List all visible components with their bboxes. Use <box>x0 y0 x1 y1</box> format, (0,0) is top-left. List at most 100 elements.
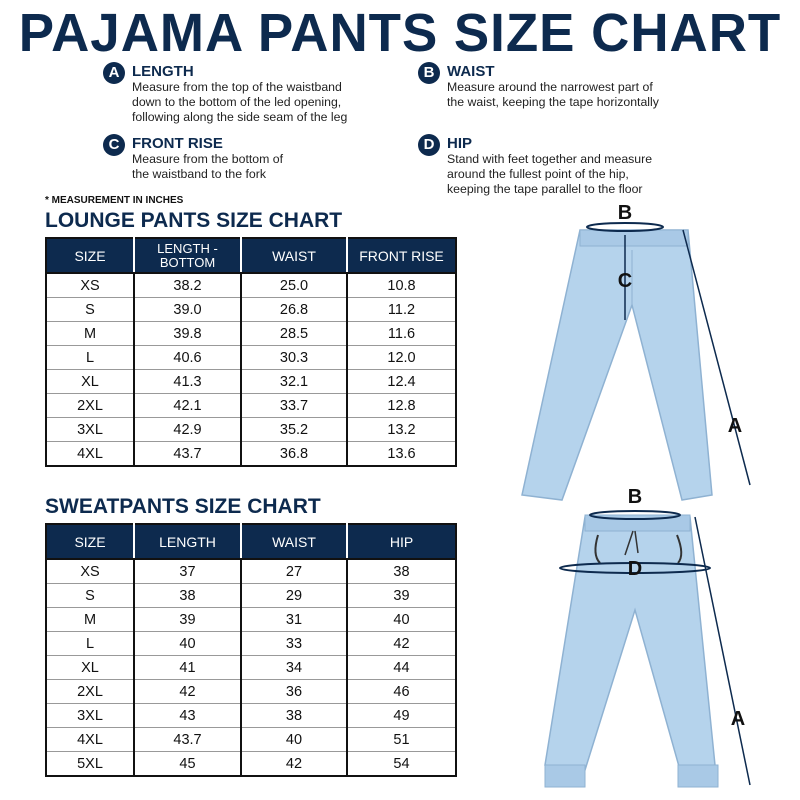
table-cell: 49 <box>346 703 457 728</box>
table-row: XS 38.2 25.0 10.8 <box>45 272 457 298</box>
table-cell: 46 <box>346 679 457 704</box>
table-row: XS 37 27 38 <box>45 558 457 584</box>
sweatpants-size-table: SIZE LENGTH WAIST HIP XS 37 27 38 S 38 29 39 M 39 31 40… <box>45 523 457 777</box>
table-cell: 36.8 <box>240 441 348 467</box>
measure-desc: Measure from the bottom of the waistband… <box>132 152 284 181</box>
hip-tape-line <box>559 562 711 574</box>
table-cell: 40 <box>346 607 457 632</box>
table-cell: 40 <box>240 727 348 752</box>
table-cell: XL <box>45 369 135 394</box>
table-cell: 29 <box>240 583 348 608</box>
length-arrow <box>694 516 751 786</box>
table-cell: 38 <box>240 703 348 728</box>
table-cell: 54 <box>346 751 457 777</box>
units-note: * MEASUREMENT IN INCHES <box>45 195 184 206</box>
table-cell: 30.3 <box>240 345 348 370</box>
label-a: A <box>731 708 745 730</box>
label-b: B <box>618 202 632 224</box>
column-header: WAIST <box>240 237 348 274</box>
table-cell: 33 <box>240 631 348 656</box>
table-row: 3XL 42.9 35.2 13.2 <box>45 417 457 442</box>
table-cell: 41.3 <box>133 369 242 394</box>
table-row: XL 41.3 32.1 12.4 <box>45 369 457 394</box>
table-cell: 26.8 <box>240 297 348 322</box>
table-cell: XS <box>45 558 135 584</box>
column-header: LENGTH <box>133 523 242 560</box>
table-cell: 40.6 <box>133 345 242 370</box>
table-row: 2XL 42.1 33.7 12.8 <box>45 393 457 418</box>
length-arrow <box>682 229 751 486</box>
table-cell: 3XL <box>45 703 135 728</box>
table-row: S 39.0 26.8 11.2 <box>45 297 457 322</box>
table-cell: 43.7 <box>133 727 242 752</box>
table-row: 4XL 43.7 40 51 <box>45 727 457 752</box>
table-cell: 51 <box>346 727 457 752</box>
table-header-row: SIZE LENGTH - BOTTOM WAIST FRONT RISE <box>45 237 457 274</box>
measure-title: FRONT RISE <box>132 135 223 152</box>
table-cell: 38 <box>133 583 242 608</box>
table-cell: M <box>45 321 135 346</box>
table-cell: 3XL <box>45 417 135 442</box>
pants-diagram: B C A B D A <box>521 202 751 788</box>
table-row: L 40.6 30.3 12.0 <box>45 345 457 370</box>
table-cell: 10.8 <box>346 272 457 298</box>
column-header: SIZE <box>45 523 135 560</box>
table-cell: L <box>45 631 135 656</box>
measure-desc: Stand with feet together and measure aro… <box>447 152 653 196</box>
table-cell: 4XL <box>45 727 135 752</box>
table-row: 5XL 45 42 54 <box>45 751 457 777</box>
table-row: M 39.8 28.5 11.6 <box>45 321 457 346</box>
measure-title: WAIST <box>447 63 495 80</box>
table-cell: 35.2 <box>240 417 348 442</box>
lounge-pants-illustration <box>521 229 713 501</box>
table-cell: 37 <box>133 558 242 584</box>
table-row: 2XL 42 36 46 <box>45 679 457 704</box>
table-cell: 2XL <box>45 679 135 704</box>
table-cell: 4XL <box>45 441 135 467</box>
column-header: SIZE <box>45 237 135 274</box>
label-d: D <box>628 558 642 580</box>
table-cell: 12.8 <box>346 393 457 418</box>
table-cell: 12.0 <box>346 345 457 370</box>
table-cell: 33.7 <box>240 393 348 418</box>
table-cell: 41 <box>133 655 242 680</box>
table-cell: L <box>45 345 135 370</box>
table-row: 4XL 43.7 36.8 13.6 <box>45 441 457 467</box>
table-cell: 36 <box>240 679 348 704</box>
table-cell: 42.9 <box>133 417 242 442</box>
table-cell: 2XL <box>45 393 135 418</box>
table-row: 3XL 43 38 49 <box>45 703 457 728</box>
table-cell: 38 <box>346 558 457 584</box>
table-cell: M <box>45 607 135 632</box>
table-row: L 40 33 42 <box>45 631 457 656</box>
lounge-section-title: LOUNGE PANTS SIZE CHART <box>45 209 343 232</box>
table-cell: 39.0 <box>133 297 242 322</box>
table-cell: 12.4 <box>346 369 457 394</box>
measure-title: LENGTH <box>132 63 194 80</box>
table-cell: 27 <box>240 558 348 584</box>
measure-desc: Measure around the narrowest part of the… <box>447 80 659 109</box>
table-cell: 28.5 <box>240 321 348 346</box>
table-cell: 38.2 <box>133 272 242 298</box>
table-cell: XS <box>45 272 135 298</box>
table-row: M 39 31 40 <box>45 607 457 632</box>
measure-desc: Measure from the top of the waistband do… <box>132 80 348 124</box>
sweatpants-illustration <box>544 514 719 788</box>
table-cell: 13.6 <box>346 441 457 467</box>
table-cell: 42.1 <box>133 393 242 418</box>
label-a: A <box>728 415 742 437</box>
letter-a-badge: A <box>103 62 125 84</box>
table-row: XL 41 34 44 <box>45 655 457 680</box>
table-cell: 13.2 <box>346 417 457 442</box>
table-cell: 40 <box>133 631 242 656</box>
measure-title: HIP <box>447 135 473 152</box>
table-cell: 42 <box>240 751 348 777</box>
table-cell: 45 <box>133 751 242 777</box>
table-cell: 43.7 <box>133 441 242 467</box>
table-cell: 43 <box>133 703 242 728</box>
table-cell: S <box>45 297 135 322</box>
sweat-section-title: SWEATPANTS SIZE CHART <box>45 495 321 518</box>
table-cell: 42 <box>133 679 242 704</box>
table-cell: 39 <box>346 583 457 608</box>
table-cell: XL <box>45 655 135 680</box>
